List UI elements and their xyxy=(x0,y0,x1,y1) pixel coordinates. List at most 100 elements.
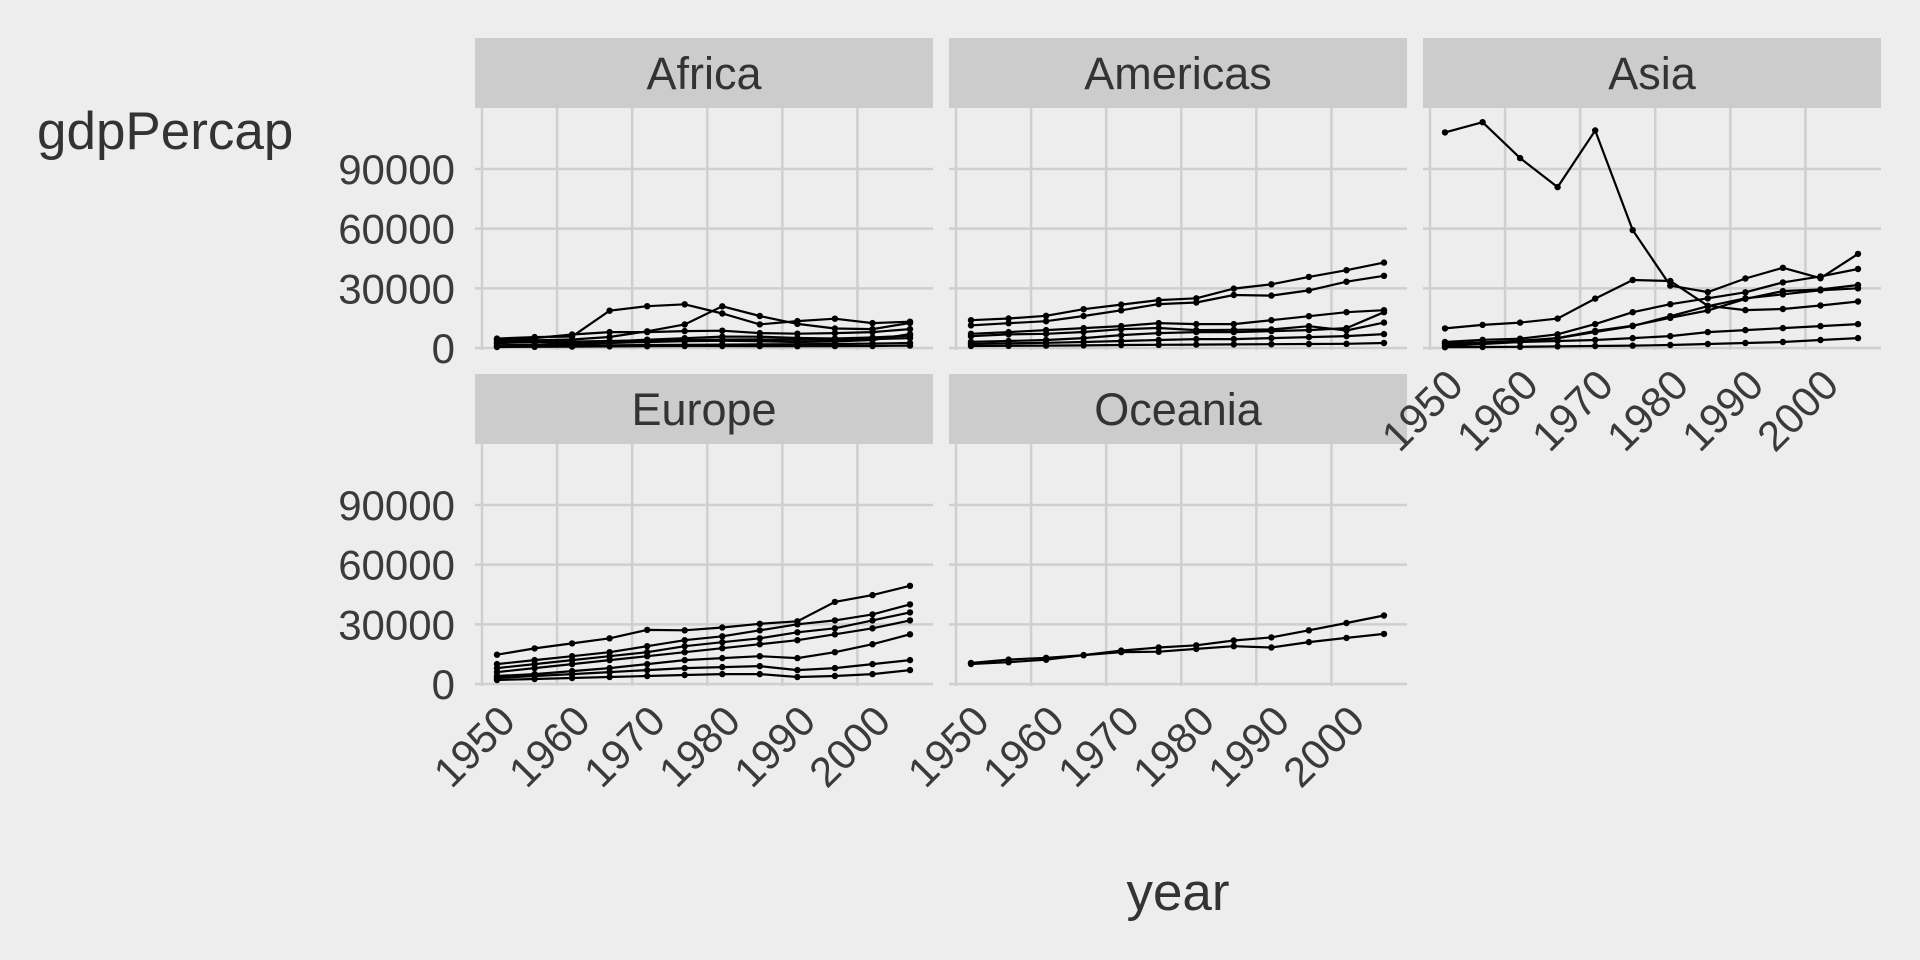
data-point-asia-1-3 xyxy=(1554,315,1561,322)
data-point-americas-4-10 xyxy=(1343,324,1350,332)
data-point-europe-2-9 xyxy=(831,625,839,632)
facet-strip-europe xyxy=(475,374,933,444)
data-point-europe-0-1 xyxy=(531,645,538,652)
y-tick-label-90000: 90000 xyxy=(338,146,455,193)
data-point-americas-1-0 xyxy=(967,322,975,329)
data-point-europe-0-7 xyxy=(756,620,763,627)
y-tick-label-30000: 30000 xyxy=(338,265,455,312)
facet-label-asia: Asia xyxy=(1608,48,1697,99)
data-point-asia-5-4 xyxy=(1592,336,1599,344)
data-point-asia-6-3 xyxy=(1554,343,1561,350)
data-point-asia-0-1 xyxy=(1479,119,1486,126)
data-point-asia-0-3 xyxy=(1554,183,1561,191)
series-line-americas-5 xyxy=(970,333,1385,346)
data-point-asia-4-11 xyxy=(1854,285,1862,292)
data-point-asia-1-5 xyxy=(1629,276,1636,284)
data-point-europe-6-8 xyxy=(794,673,801,681)
data-point-africa-0-7 xyxy=(756,321,763,328)
facet-label-oceania: Oceania xyxy=(1094,384,1263,435)
data-point-africa-5-3 xyxy=(606,337,613,345)
data-point-americas-4-6 xyxy=(1193,328,1200,336)
data-point-americas-5-5 xyxy=(1155,336,1162,344)
data-point-americas-3-0 xyxy=(967,333,975,340)
data-point-oceania-1-8 xyxy=(1268,644,1275,651)
data-point-americas-5-9 xyxy=(1305,333,1313,341)
data-point-europe-3-8 xyxy=(794,637,801,644)
series-line-africa-0 xyxy=(496,303,911,340)
data-point-asia-0-11 xyxy=(1854,250,1862,258)
data-point-americas-3-1 xyxy=(1005,331,1012,338)
y-axis-title: gdpPercap xyxy=(37,102,293,161)
data-point-europe-6-2 xyxy=(568,674,576,682)
data-point-oceania-1-9 xyxy=(1305,638,1313,646)
data-point-africa-5-9 xyxy=(831,336,839,343)
series-line-asia-6 xyxy=(1444,337,1859,349)
data-point-americas-3-2 xyxy=(1042,330,1050,337)
data-point-americas-6-5 xyxy=(1155,341,1162,348)
data-point-asia-0-4 xyxy=(1592,127,1599,134)
data-point-americas-6-10 xyxy=(1343,340,1350,347)
data-point-oceania-1-3 xyxy=(1080,652,1087,659)
data-point-africa-7-9 xyxy=(831,342,839,350)
series-line-asia-2 xyxy=(1444,267,1859,344)
data-point-africa-0-10 xyxy=(869,319,876,327)
data-point-americas-6-11 xyxy=(1380,339,1388,347)
data-point-americas-3-4 xyxy=(1118,326,1125,333)
data-point-americas-2-7 xyxy=(1230,320,1238,328)
x-tick-label-1980: 1980 xyxy=(1598,361,1697,460)
data-point-europe-4-8 xyxy=(794,654,801,662)
facet-panels: Africa Americas Asia Europe Oceania xyxy=(475,38,1881,686)
data-point-americas-6-3 xyxy=(1080,342,1087,349)
data-point-oceania-0-9 xyxy=(1305,627,1313,634)
data-point-americas-6-1 xyxy=(1005,342,1012,349)
data-point-americas-3-5 xyxy=(1155,324,1162,332)
series-line-europe-1 xyxy=(496,603,911,666)
data-point-oceania-0-7 xyxy=(1230,637,1238,644)
data-point-europe-4-7 xyxy=(756,653,763,660)
data-point-europe-2-11 xyxy=(906,609,914,616)
data-point-europe-2-7 xyxy=(756,635,763,642)
data-point-asia-1-9 xyxy=(1779,305,1787,313)
data-point-africa-3-7 xyxy=(756,329,763,337)
data-point-europe-1-4 xyxy=(644,643,651,650)
data-point-europe-0-0 xyxy=(493,651,501,658)
data-point-americas-6-8 xyxy=(1268,341,1275,348)
data-point-asia-5-10 xyxy=(1817,322,1824,330)
data-point-asia-6-8 xyxy=(1742,339,1749,347)
data-point-africa-3-6 xyxy=(719,327,726,334)
data-point-europe-4-6 xyxy=(719,654,726,662)
data-point-europe-3-1 xyxy=(531,664,538,672)
data-point-americas-1-4 xyxy=(1118,307,1125,314)
series-line-africa-7 xyxy=(496,344,911,349)
y-tick-label-90000: 90000 xyxy=(338,482,455,529)
data-point-europe-0-6 xyxy=(719,624,726,631)
facet-americas: Americas xyxy=(949,38,1407,350)
data-point-americas-0-4 xyxy=(1118,301,1125,308)
data-point-americas-1-5 xyxy=(1155,300,1162,308)
data-point-asia-5-11 xyxy=(1854,320,1862,328)
data-point-asia-0-0 xyxy=(1441,129,1449,136)
data-point-oceania-0-10 xyxy=(1343,619,1350,627)
data-point-asia-0-8 xyxy=(1742,275,1749,282)
series-line-americas-2 xyxy=(970,309,1385,335)
data-point-europe-2-10 xyxy=(869,617,876,624)
x-tick-label-1990: 1990 xyxy=(1199,697,1298,796)
data-point-asia-2-7 xyxy=(1704,295,1712,302)
data-point-americas-0-11 xyxy=(1380,259,1388,266)
x-tick-label-1980: 1980 xyxy=(1124,697,1223,796)
data-point-europe-6-0 xyxy=(493,676,501,684)
data-point-americas-6-2 xyxy=(1042,342,1050,349)
x-tick-label-1990: 1990 xyxy=(725,697,824,796)
data-point-asia-5-7 xyxy=(1704,328,1712,336)
data-point-africa-5-4 xyxy=(644,337,651,344)
data-point-asia-6-4 xyxy=(1592,342,1599,350)
series-line-asia-0 xyxy=(1444,120,1859,294)
data-point-asia-2-8 xyxy=(1742,289,1749,296)
data-point-americas-2-8 xyxy=(1268,317,1275,324)
data-point-europe-0-5 xyxy=(681,627,688,634)
data-point-asia-6-5 xyxy=(1629,342,1636,349)
x-tick-label-1960: 1960 xyxy=(1448,361,1547,460)
data-point-europe-0-11 xyxy=(906,582,914,589)
data-point-asia-5-5 xyxy=(1629,334,1636,342)
data-point-europe-6-4 xyxy=(644,672,651,680)
